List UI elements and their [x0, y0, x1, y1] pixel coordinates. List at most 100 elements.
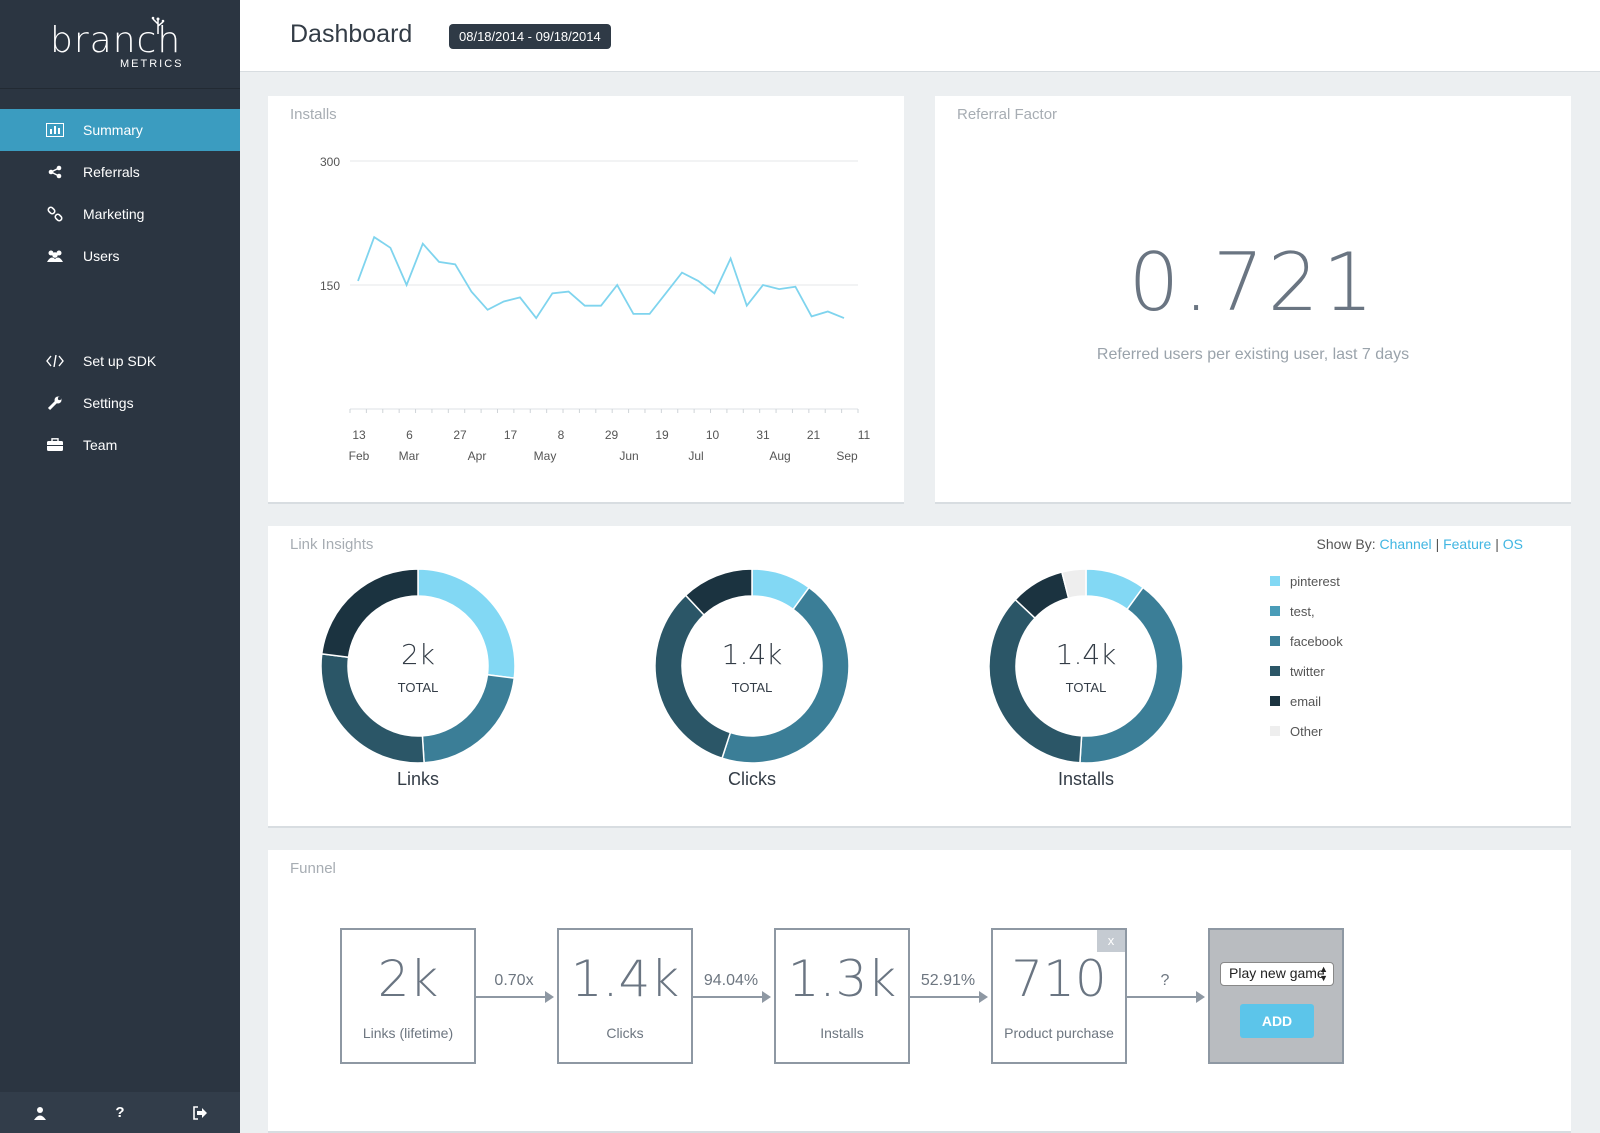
funnel-rate: ? [1160, 972, 1170, 989]
nav-label: Team [83, 437, 118, 453]
installs-line-chart: 300 150 13 6 27 17 8 29 19 10 31 21 11 Feb Mar Apr May Ju… [320, 155, 871, 463]
legend-swatch [1270, 726, 1280, 736]
show-by-channel-link[interactable]: Channel [1379, 536, 1432, 552]
installs-panel: Installs 300 150 13 6 27 17 8 29 19 10 31 21 11 Feb Ma… [268, 96, 904, 504]
funnel-arrow [476, 991, 554, 1003]
event-select[interactable]: Play new game ▲ ▼ [1220, 962, 1334, 986]
link-insights-panel: Link Insights Show By: Channel | Feature… [268, 526, 1571, 828]
x-month-label: Mar [399, 449, 420, 463]
donut-slice-twitter[interactable] [654, 594, 732, 760]
donut-total-value: 2k [401, 638, 435, 671]
help-button[interactable]: ? [80, 1092, 160, 1133]
logo-subtitle: METRICS [120, 58, 184, 70]
funnel-step-value: 1.4k [570, 950, 680, 1008]
funnel-step-label: Clicks [606, 1025, 644, 1041]
donut-caption-clicks: Clicks [728, 769, 776, 789]
funnel-arrow [693, 991, 771, 1003]
legend-label: twitter [1290, 664, 1325, 679]
profile-button[interactable] [0, 1092, 80, 1133]
nav-label: Users [83, 248, 120, 264]
funnel-arrow [1127, 991, 1205, 1003]
event-select-value: Play new game [1229, 965, 1325, 981]
x-day-label: 11 [858, 428, 871, 442]
secondary-nav: Set up SDK Settings Team [0, 340, 240, 466]
funnel-step-label: Links (lifetime) [362, 1025, 454, 1041]
x-month-label: Jul [688, 449, 703, 463]
select-arrows-icon: ▲ ▼ [1319, 964, 1328, 983]
x-day-label: 27 [453, 428, 467, 442]
user-icon [34, 1106, 46, 1120]
funnel-step-value: 1.3k [787, 950, 897, 1008]
nav-item-users[interactable]: Users [0, 235, 240, 277]
funnel-step-installs[interactable]: 1.3k Installs [774, 928, 910, 1064]
funnel-step-product-purchase[interactable]: x 710 Product purchase [991, 928, 1127, 1064]
nav-item-setup-sdk[interactable]: Set up SDK [0, 340, 240, 382]
nav-item-team[interactable]: Team [0, 424, 240, 466]
funnel-step-links[interactable]: 2k Links (lifetime) [340, 928, 476, 1064]
nav-item-referrals[interactable]: Referrals [0, 151, 240, 193]
share-icon [46, 164, 64, 180]
divider: | [1435, 536, 1440, 552]
donut-total-label: TOTAL [398, 680, 439, 695]
add-step-button[interactable]: ADD [1240, 1004, 1314, 1038]
funnel-rate: 52.91% [920, 972, 976, 989]
legend-swatch [1270, 666, 1280, 676]
users-icon [46, 248, 64, 264]
legend-label: email [1290, 694, 1322, 709]
nav-item-settings[interactable]: Settings [0, 382, 240, 424]
x-month-label: Sep [836, 449, 858, 463]
show-by-os-link[interactable]: OS [1502, 536, 1523, 552]
show-by-feature-link[interactable]: Feature [1443, 536, 1492, 552]
donut-slice-email[interactable] [684, 568, 753, 617]
funnel-step-label: Installs [820, 1025, 864, 1041]
nav-label: Settings [83, 395, 134, 411]
date-range-picker[interactable]: 08/18/2014 - 09/18/2014 [449, 24, 611, 49]
donut-slice-email[interactable] [320, 568, 419, 659]
branch-logo[interactable]: branch METRICS [50, 16, 190, 78]
funnel-step-clicks[interactable]: 1.4k Clicks [557, 928, 693, 1064]
funnel-panel: Funnel 2k Links (lifetime) 0.70x 1.4k Cl… [268, 850, 1571, 1133]
x-day-label: 8 [558, 428, 565, 442]
show-by-selector: Show By: Channel | Feature | OS [1316, 536, 1523, 552]
donut-caption-installs: Installs [1057, 769, 1115, 789]
logout-icon [193, 1105, 207, 1120]
funnel-rate: 0.70x [494, 972, 534, 989]
link-insights-donut-charts: 2k TOTAL 1.4k TOTAL 1.4k TOTAL [320, 568, 1184, 764]
nav-item-marketing[interactable]: Marketing [0, 193, 240, 235]
referral-factor-panel: Referral Factor 0.721 Referred users per… [935, 96, 1571, 504]
legend-label: pinterest [1290, 574, 1340, 589]
briefcase-icon [46, 437, 64, 453]
sidebar-footer: ? [0, 1092, 240, 1133]
primary-nav: Summary Referrals Marketing Users [0, 109, 240, 277]
legend-swatch [1270, 636, 1280, 646]
remove-step-button[interactable]: x [1097, 930, 1125, 952]
x-day-label: 6 [406, 428, 413, 442]
link-icon [46, 206, 64, 222]
installs-series-line [357, 235, 845, 320]
legend-swatch [1270, 606, 1280, 616]
x-day-label: 21 [807, 428, 821, 442]
nav-label: Referrals [83, 164, 140, 180]
logo-branch-mark-icon [151, 16, 165, 34]
funnel-step-label: Product purchase [1004, 1025, 1114, 1041]
logout-button[interactable] [160, 1092, 240, 1133]
help-icon: ? [115, 1104, 125, 1121]
nav-item-summary[interactable]: Summary [0, 109, 240, 151]
donut-slice-facebook[interactable] [1079, 586, 1184, 764]
top-header: Dashboard 08/18/2014 - 09/18/2014 [240, 0, 1600, 72]
donut-slice-facebook[interactable] [721, 586, 850, 764]
donut-total-value: 1.4k [722, 638, 783, 671]
funnel-step-value: 2k [377, 950, 439, 1008]
x-month-label: Jun [619, 449, 638, 463]
x-day-label: 19 [655, 428, 669, 442]
x-month-label: May [534, 449, 557, 463]
x-month-label: Aug [769, 449, 790, 463]
legend-swatch [1270, 576, 1280, 586]
donut-total-label: TOTAL [732, 680, 773, 695]
donut-slice-other[interactable] [1060, 568, 1087, 600]
funnel-arrow [910, 991, 988, 1003]
sidebar: branch METRICS Summary Referrals Marketi… [0, 0, 240, 1133]
add-funnel-step-box: Play new game ▲ ▼ ADD [1208, 928, 1344, 1064]
x-day-label: 29 [605, 428, 619, 442]
x-month-label: Apr [468, 449, 487, 463]
